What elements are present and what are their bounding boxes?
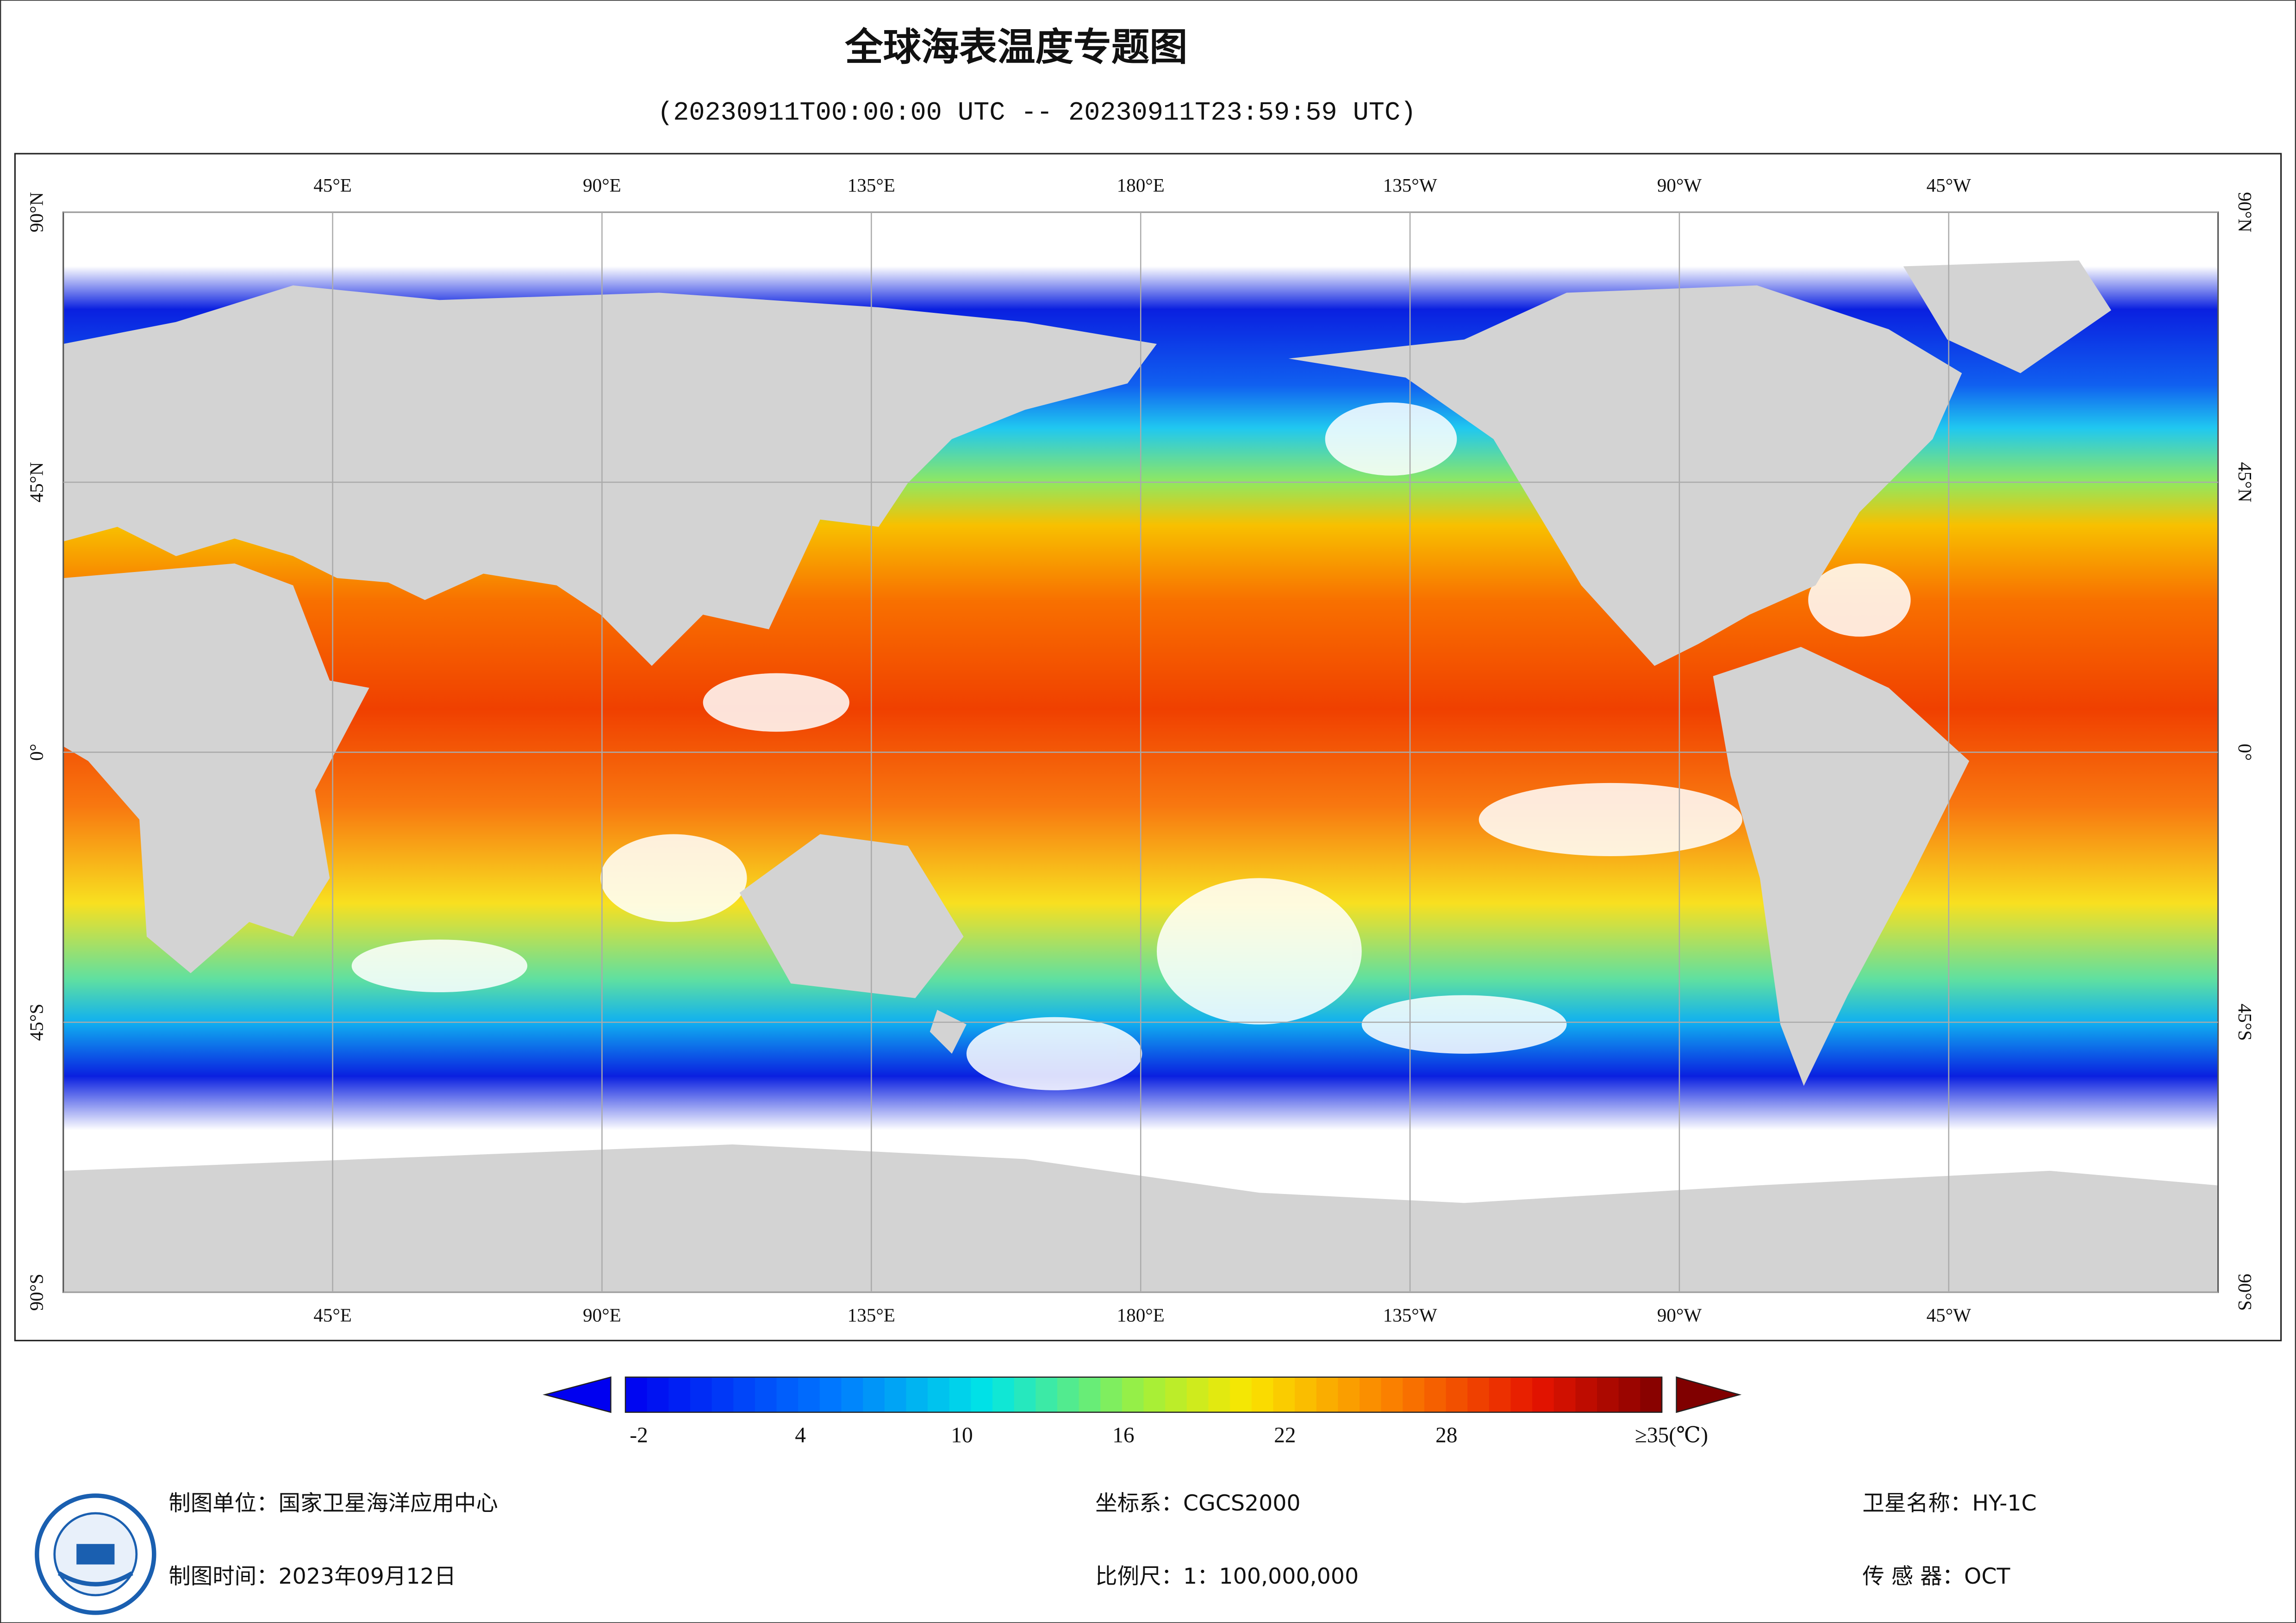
colorbar-tick-label: 16: [1112, 1423, 1134, 1447]
lat-tick-label-left: 0°: [25, 744, 47, 761]
colorbar-swatch: [733, 1377, 756, 1412]
subtitle: (20230911T00:00:00 UTC -- 20230911T23:59…: [657, 99, 1416, 128]
colorbar-swatch: [949, 1377, 972, 1412]
colorbar-swatch: [1597, 1377, 1619, 1412]
colorbar-swatch: [1532, 1377, 1555, 1412]
colorbar-swatch: [1165, 1377, 1188, 1412]
colorbar-swatch: [1036, 1377, 1058, 1412]
lon-tick-label-bottom: 135°W: [1383, 1305, 1437, 1326]
colorbar-swatch: [1316, 1377, 1339, 1412]
lon-tick-label-bottom: 90°W: [1657, 1305, 1702, 1326]
colorbar-swatch: [992, 1377, 1015, 1412]
colorbar-swatch: [776, 1377, 799, 1412]
lon-tick-label-bottom: 45°W: [1927, 1305, 1972, 1326]
colorbar-tick-label: 4: [795, 1423, 806, 1447]
colorbar-swatch: [884, 1377, 907, 1412]
colorbar-swatch: [1640, 1377, 1663, 1412]
colorbar-high-arrow: [1676, 1376, 1742, 1413]
colorbar-swatch: [1467, 1377, 1490, 1412]
logo: [35, 1493, 156, 1615]
lon-tick-label-top: 90°E: [583, 174, 621, 196]
lat-tick-label-left: 90°S: [25, 1274, 47, 1311]
colorbar-swatch: [1338, 1377, 1360, 1412]
footer-sensor: 传 感 器：OCT: [1862, 1564, 2010, 1589]
lon-tick-label-bottom: 90°E: [583, 1305, 621, 1326]
title: 全球海表温度专题图: [844, 25, 1187, 69]
colorbar-swatch: [755, 1377, 777, 1412]
colorbar-swatch: [906, 1377, 929, 1412]
colorbar-swatch: [690, 1377, 712, 1412]
lon-tick-label-bottom: 45°E: [313, 1305, 352, 1326]
colorbar-swatch: [1403, 1377, 1425, 1412]
colorbar-border: [624, 1376, 1663, 1413]
colorbar-tick-label: ≥35(℃): [1635, 1423, 1708, 1447]
colorbar-swatch: [1446, 1377, 1468, 1412]
lat-tick-label-left: 90°N: [25, 192, 47, 232]
colorbar-swatch: [1273, 1377, 1296, 1412]
colorbar-swatch: [1359, 1377, 1382, 1412]
lat-tick-label-right: 45°N: [2234, 462, 2256, 502]
colorbar-swatch: [841, 1377, 864, 1412]
colorbar-swatch: [863, 1377, 886, 1412]
footer-satellite: 卫星名称：HY-1C: [1862, 1491, 2037, 1516]
lat-tick-label-right: 90°N: [2234, 192, 2256, 232]
lon-tick-label-bottom: 180°E: [1117, 1305, 1165, 1326]
lat-tick-label-left: 45°S: [25, 1004, 47, 1041]
colorbar-swatch: [1251, 1377, 1274, 1412]
footer-date: 制图时间：2023年09月12日: [168, 1564, 456, 1589]
colorbar-tick-label: -2: [630, 1423, 648, 1447]
colorbar-swatch: [1618, 1377, 1641, 1412]
colorbar-swatch: [1510, 1377, 1533, 1412]
lon-tick-label-bottom: 135°E: [848, 1305, 895, 1326]
colorbar-swatch: [1554, 1377, 1576, 1412]
map-frame: [14, 153, 2282, 1342]
colorbar-swatch: [1424, 1377, 1447, 1412]
lon-tick-label-top: 45°W: [1927, 174, 1972, 196]
colorbar-swatch: [647, 1377, 669, 1412]
colorbar-swatch: [1381, 1377, 1404, 1412]
colorbar-swatch: [625, 1377, 648, 1412]
colorbar: -2 4 10 16 22 28 ≥35(℃): [543, 1376, 1742, 1447]
colorbar-swatch: [1122, 1377, 1144, 1412]
colorbar-tick-label: 22: [1274, 1423, 1296, 1447]
colorbar-tick-label: 10: [951, 1423, 973, 1447]
colorbar-swatch: [1489, 1377, 1511, 1412]
colorbar-swatch: [819, 1377, 842, 1412]
lat-tick-label-left: 45°N: [25, 462, 47, 502]
colorbar-swatch: [1057, 1377, 1079, 1412]
colorbar-swatch: [1079, 1377, 1101, 1412]
colorbar-swatch: [971, 1377, 993, 1412]
colorbar-swatch: [1208, 1377, 1231, 1412]
colorbar-swatch: [668, 1377, 691, 1412]
colorbar-tick-label: 28: [1435, 1423, 1457, 1447]
colorbar-swatch: [711, 1377, 734, 1412]
map: [62, 211, 2219, 1293]
footer-crs: 坐标系：CGCS2000: [1095, 1491, 1300, 1516]
colorbar-swatch: [1186, 1377, 1209, 1412]
lon-tick-label-top: 135°W: [1383, 174, 1437, 196]
lat-tick-label-right: 0°: [2234, 744, 2256, 761]
lon-tick-label-top: 45°E: [313, 174, 352, 196]
colorbar-swatch: [798, 1377, 821, 1412]
colorbar-swatch: [1295, 1377, 1317, 1412]
lon-tick-label-top: 90°W: [1657, 174, 1702, 196]
lon-tick-label-top: 180°E: [1117, 174, 1165, 196]
colorbar-swatch: [1100, 1377, 1123, 1412]
colorbar-swatch: [1230, 1377, 1252, 1412]
lon-tick-label-top: 135°E: [848, 174, 895, 196]
colorbar-swatch: [1575, 1377, 1598, 1412]
colorbar-swatch: [928, 1377, 950, 1412]
footer-unit: 制图单位：国家卫星海洋应用中心: [168, 1491, 498, 1516]
colorbar-swatch: [1014, 1377, 1036, 1412]
footer-scale: 比例尺：1：100,000,000: [1095, 1564, 1359, 1589]
lat-tick-label-right: 45°S: [2234, 1004, 2256, 1041]
lat-tick-label-right: 90°S: [2234, 1274, 2256, 1311]
colorbar-low-arrow: [543, 1376, 611, 1413]
colorbar-swatch: [1143, 1377, 1166, 1412]
